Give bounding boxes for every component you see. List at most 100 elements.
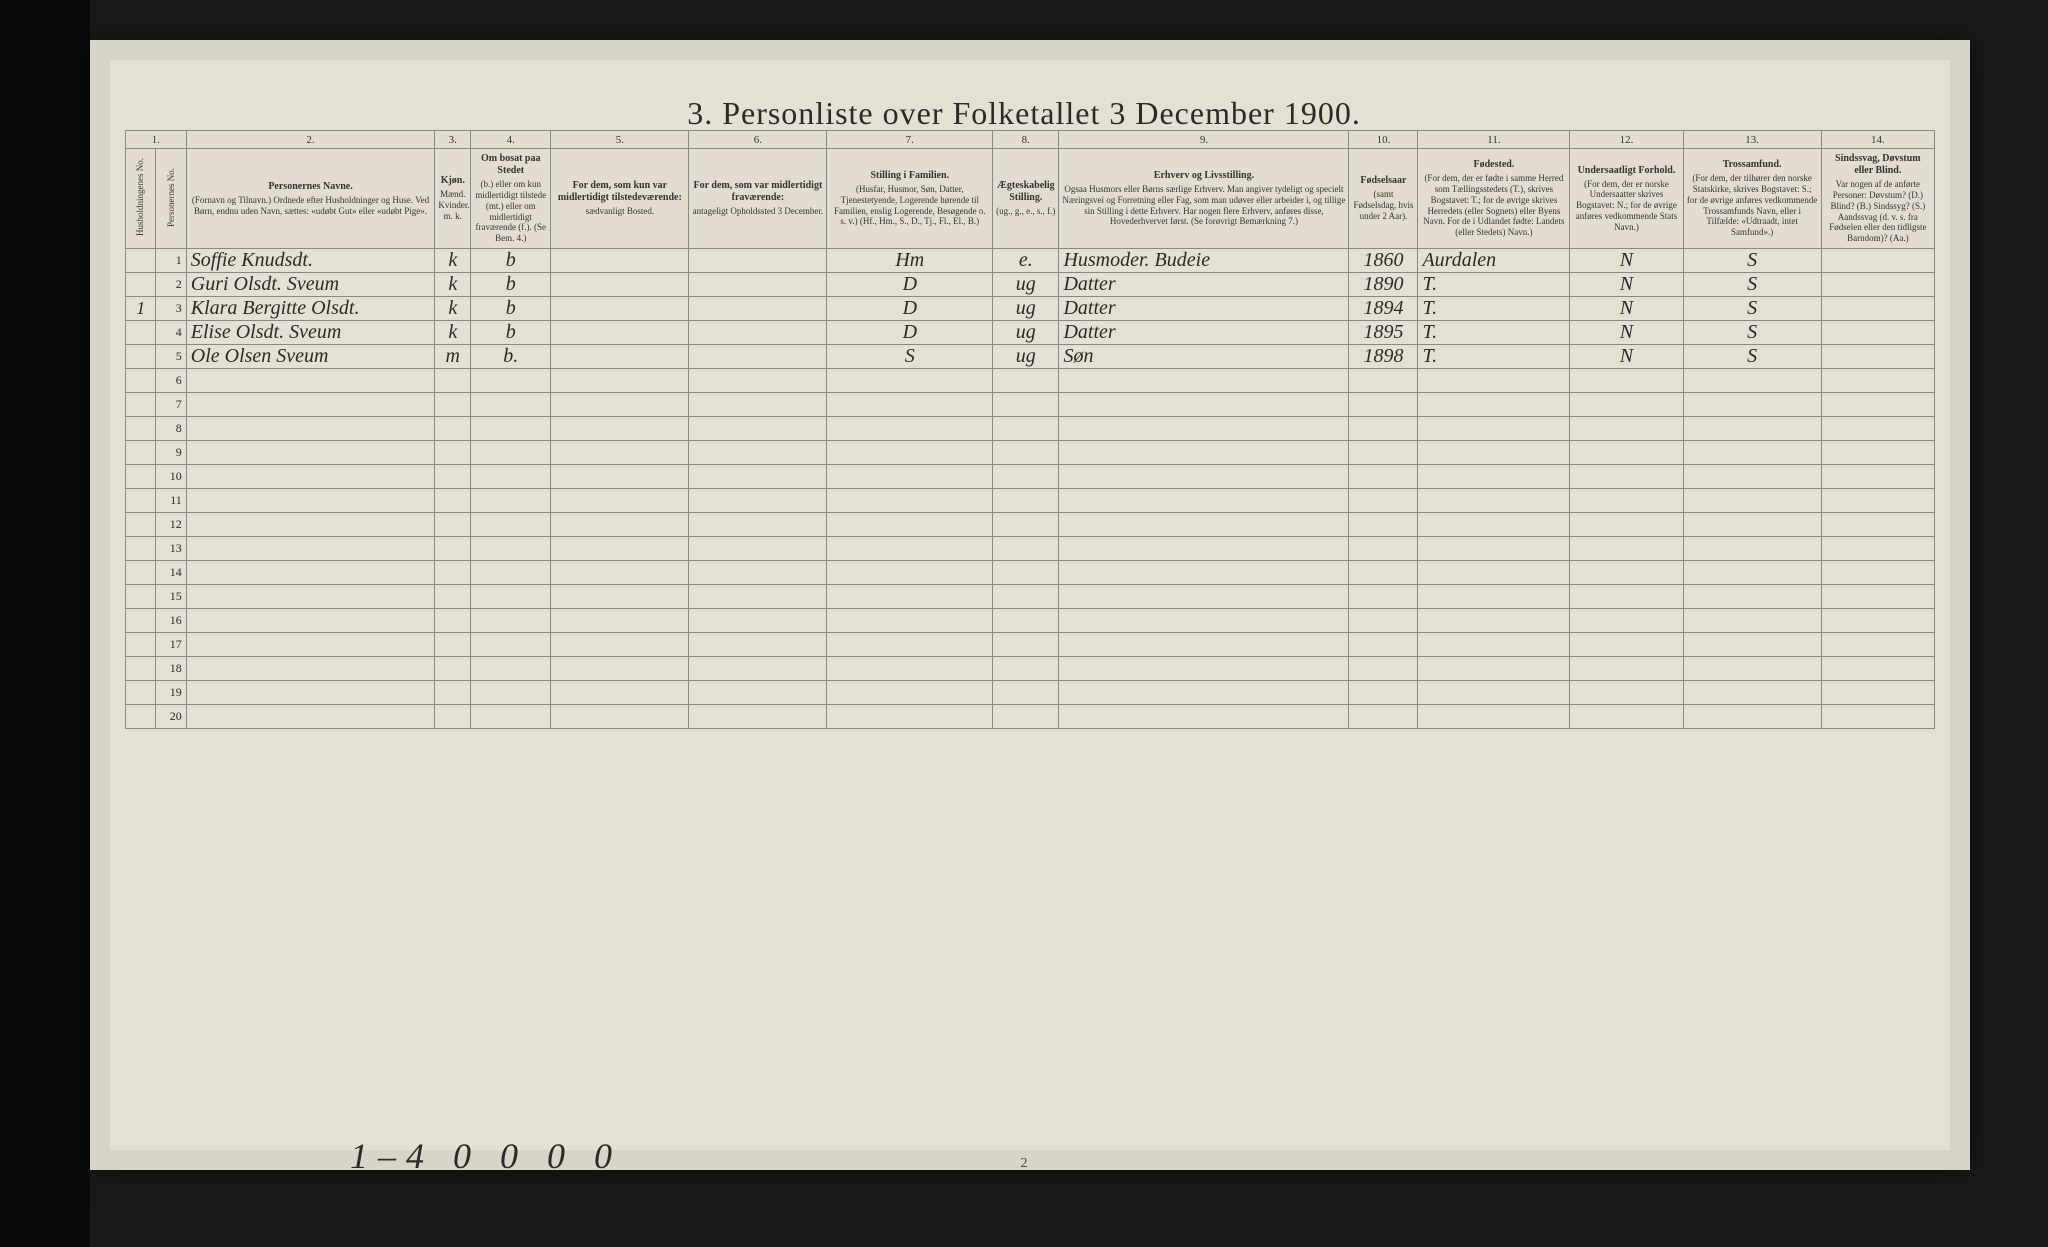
table-row: 13: [126, 537, 1935, 561]
cell-hh: [126, 441, 156, 465]
cell-fam: [827, 465, 993, 489]
cell-dis: [1821, 297, 1934, 321]
cell-fam: S: [827, 345, 993, 369]
colnum-8: 8.: [993, 131, 1059, 149]
colnum-7: 7.: [827, 131, 993, 149]
cell-fam: [827, 537, 993, 561]
cell-res: [471, 705, 551, 729]
cell-bp: T.: [1418, 345, 1570, 369]
cell-yr: [1349, 513, 1418, 537]
cell-hh: [126, 465, 156, 489]
cell-occ: [1059, 705, 1349, 729]
cell-sex: [435, 513, 471, 537]
hdr-family-position: Stilling i Familien. (Husfar, Husmor, Sø…: [827, 149, 993, 249]
cell-c5: [551, 417, 689, 441]
cell-dis: [1821, 585, 1934, 609]
cell-occ: [1059, 417, 1349, 441]
column-number-row: 1. 2. 3. 4. 5. 6. 7. 8. 9. 10. 11. 12. 1…: [126, 131, 1935, 149]
cell-yr: [1349, 465, 1418, 489]
cell-fam: [827, 657, 993, 681]
cell-dis: [1821, 681, 1934, 705]
cell-rel: S: [1683, 249, 1821, 273]
cell-bp: [1418, 609, 1570, 633]
cell-bp: [1418, 633, 1570, 657]
cell-name: [186, 489, 435, 513]
cell-pn: 5: [156, 345, 186, 369]
cell-sex: [435, 393, 471, 417]
cell-mar: [993, 681, 1059, 705]
cell-nat: [1570, 609, 1683, 633]
cell-yr: 1895: [1349, 321, 1418, 345]
footer-tally: 1–4 0 0 0 0: [350, 1135, 622, 1177]
cell-name: [186, 393, 435, 417]
cell-dis: [1821, 393, 1934, 417]
cell-nat: N: [1570, 249, 1683, 273]
cell-name: [186, 681, 435, 705]
cell-hh: [126, 561, 156, 585]
cell-bp: [1418, 441, 1570, 465]
cell-bp: T.: [1418, 297, 1570, 321]
cell-nat: [1570, 417, 1683, 441]
cell-c5: [551, 249, 689, 273]
cell-sex: [435, 633, 471, 657]
cell-fam: Hm: [827, 249, 993, 273]
cell-c6: [689, 513, 827, 537]
cell-mar: [993, 441, 1059, 465]
cell-hh: [126, 657, 156, 681]
cell-dis: [1821, 249, 1934, 273]
cell-res: b: [471, 321, 551, 345]
table-row: 10: [126, 465, 1935, 489]
cell-c5: [551, 393, 689, 417]
cell-yr: [1349, 585, 1418, 609]
cell-res: b: [471, 273, 551, 297]
cell-occ: Datter: [1059, 273, 1349, 297]
cell-mar: [993, 585, 1059, 609]
table-row: 1Soffie Knudsdt.kbHme.Husmoder. Budeie18…: [126, 249, 1935, 273]
cell-bp: [1418, 417, 1570, 441]
scan-margin: [0, 0, 90, 1247]
cell-nat: [1570, 585, 1683, 609]
cell-hh: [126, 369, 156, 393]
cell-rel: [1683, 585, 1821, 609]
cell-yr: [1349, 489, 1418, 513]
cell-hh: [126, 585, 156, 609]
cell-sex: k: [435, 249, 471, 273]
cell-nat: [1570, 657, 1683, 681]
cell-pn: 1: [156, 249, 186, 273]
colnum-12: 12.: [1570, 131, 1683, 149]
cell-mar: [993, 417, 1059, 441]
cell-bp: [1418, 465, 1570, 489]
cell-dis: [1821, 369, 1934, 393]
cell-c5: [551, 321, 689, 345]
cell-rel: [1683, 369, 1821, 393]
data-body: 1Soffie Knudsdt.kbHme.Husmoder. Budeie18…: [126, 249, 1935, 729]
cell-hh: [126, 345, 156, 369]
cell-yr: [1349, 369, 1418, 393]
cell-pn: 3: [156, 297, 186, 321]
cell-rel: [1683, 489, 1821, 513]
cell-nat: [1570, 633, 1683, 657]
cell-c5: [551, 657, 689, 681]
cell-c6: [689, 441, 827, 465]
cell-mar: ug: [993, 345, 1059, 369]
colnum-13: 13.: [1683, 131, 1821, 149]
cell-occ: [1059, 441, 1349, 465]
cell-res: [471, 609, 551, 633]
cell-c6: [689, 393, 827, 417]
cell-bp: [1418, 489, 1570, 513]
hdr-marital: Ægteskabelig Stilling. (ug., g., e., s.,…: [993, 149, 1059, 249]
cell-dis: [1821, 489, 1934, 513]
cell-name: [186, 561, 435, 585]
cell-sex: [435, 585, 471, 609]
cell-hh: [126, 417, 156, 441]
cell-occ: Datter: [1059, 321, 1349, 345]
cell-res: [471, 369, 551, 393]
cell-nat: N: [1570, 273, 1683, 297]
cell-c6: [689, 561, 827, 585]
cell-nat: [1570, 369, 1683, 393]
cell-c6: [689, 345, 827, 369]
cell-pn: 6: [156, 369, 186, 393]
cell-nat: [1570, 441, 1683, 465]
cell-occ: [1059, 489, 1349, 513]
cell-sex: [435, 369, 471, 393]
